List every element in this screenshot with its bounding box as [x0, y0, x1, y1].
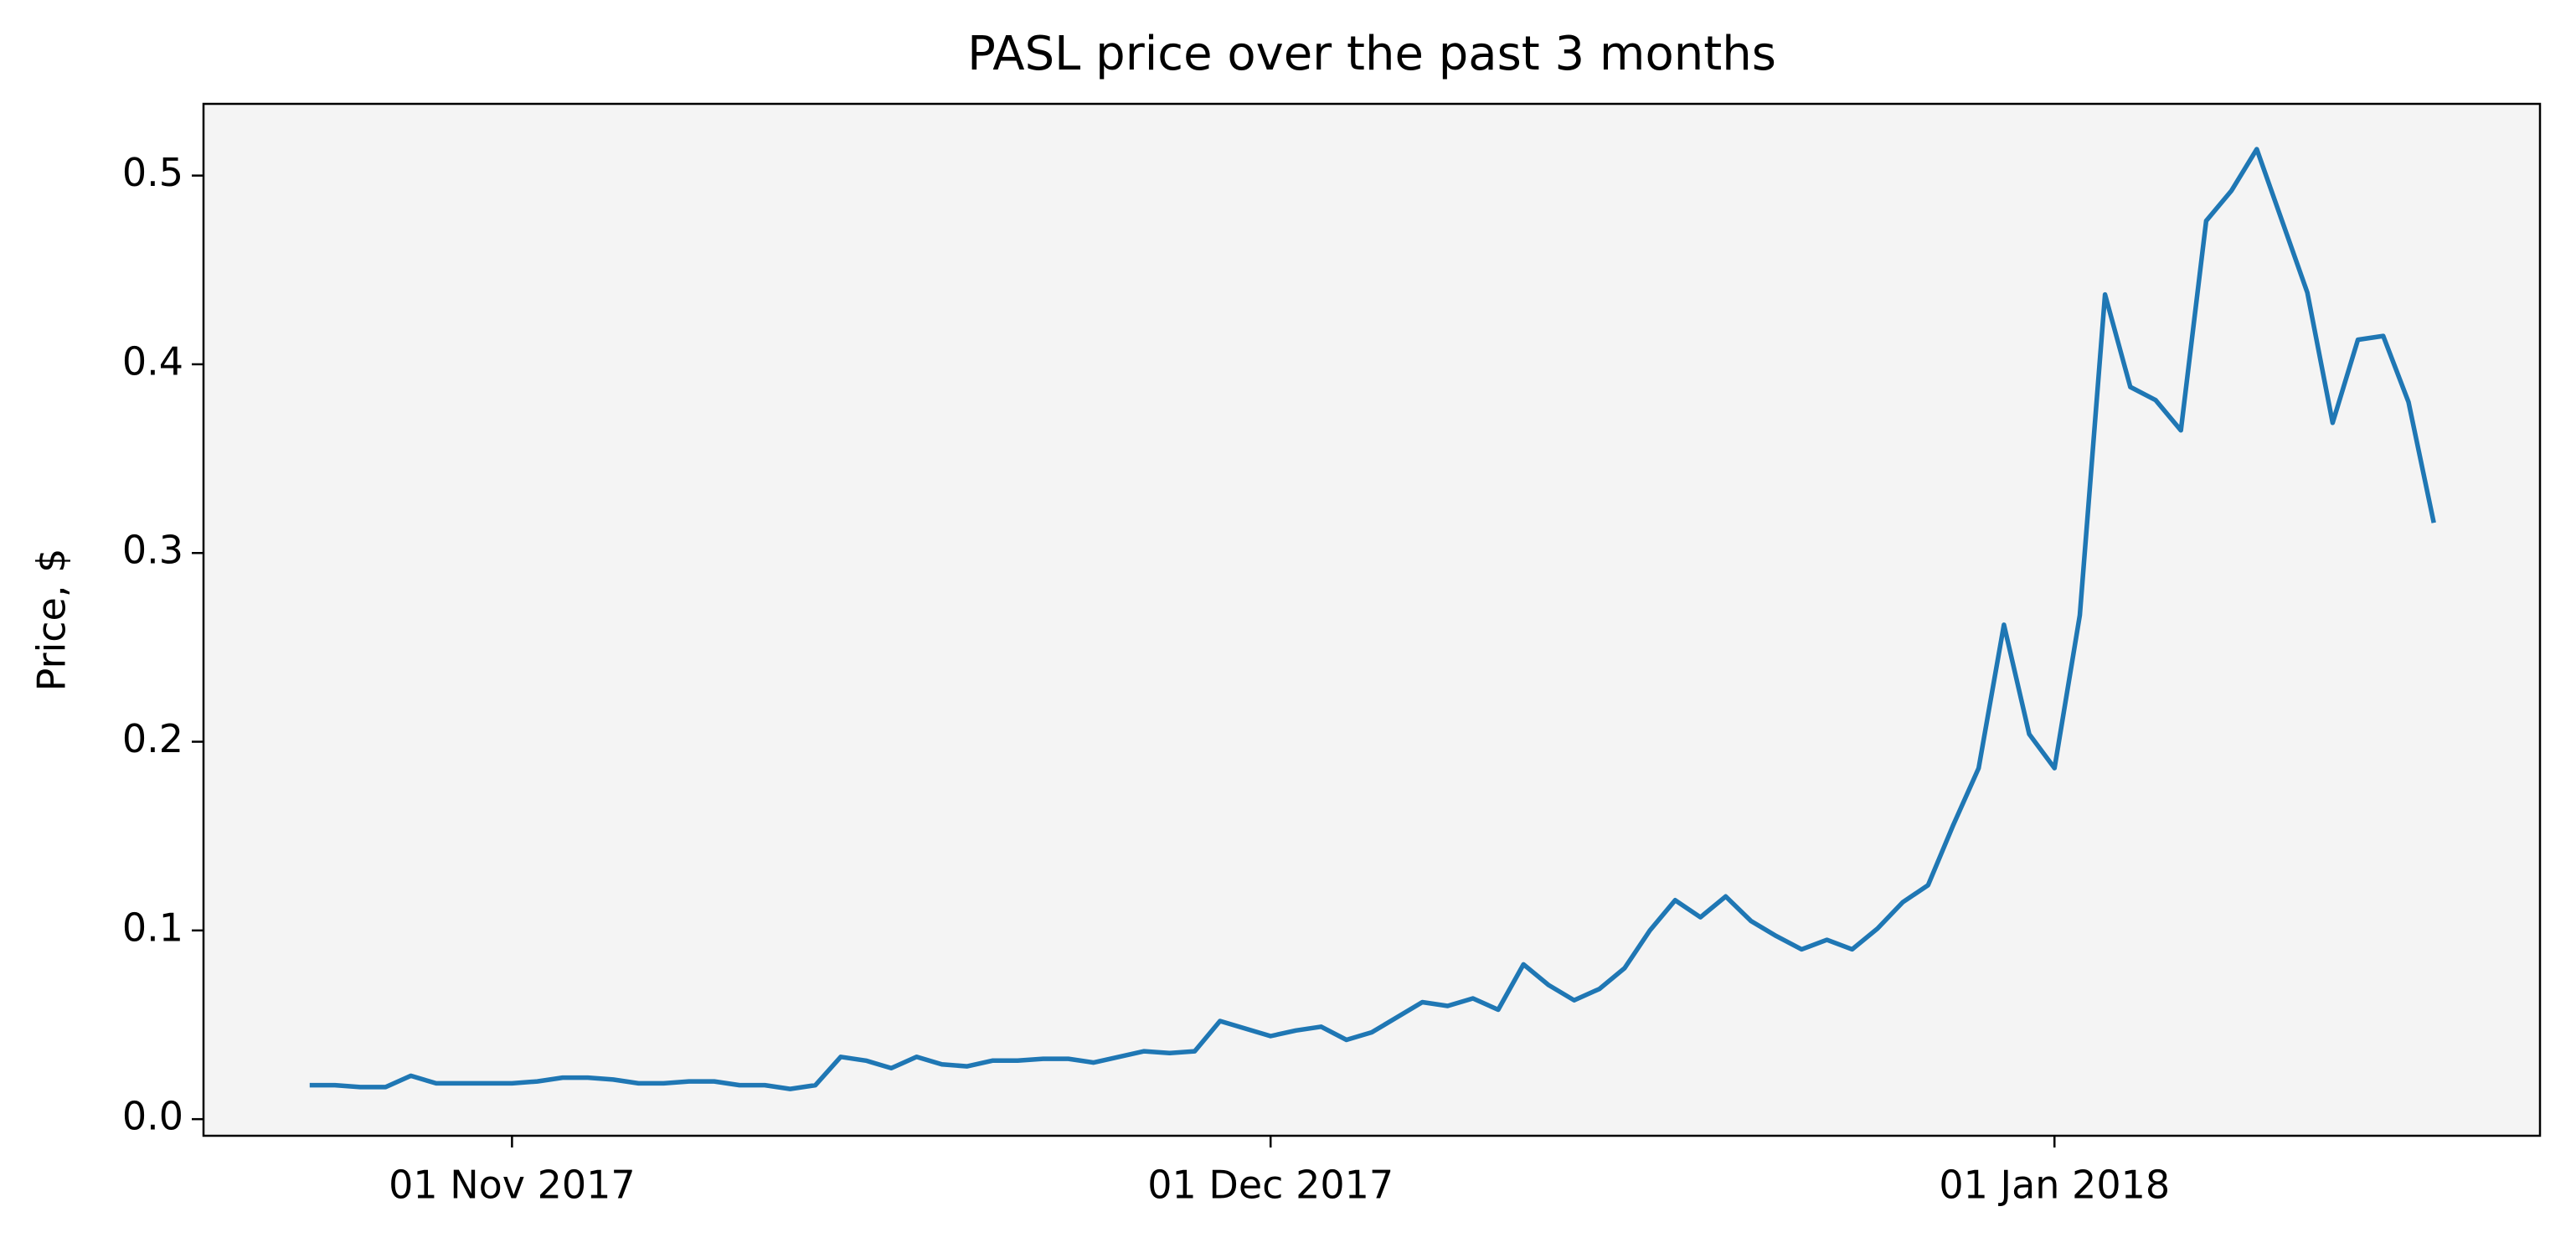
plot-background — [204, 104, 2540, 1136]
chart-title: PASL price over the past 3 months — [967, 27, 1776, 81]
y-tick-label: 0.5 — [122, 150, 183, 195]
y-tick-label: 0.4 — [122, 338, 183, 384]
x-tick-label: 01 Jan 2018 — [1939, 1163, 2170, 1208]
y-tick-label: 0.3 — [122, 528, 183, 573]
x-tick-label: 01 Nov 2017 — [389, 1163, 636, 1208]
x-tick-label: 01 Dec 2017 — [1147, 1163, 1394, 1208]
plot-frame — [202, 102, 2542, 1137]
price-line — [309, 147, 2436, 1091]
y-axis-label: Price, $ — [29, 549, 75, 692]
y-tick-label: 0.2 — [122, 716, 183, 761]
y-tick-label: 0.0 — [122, 1094, 183, 1139]
y-tick-label: 0.1 — [122, 905, 183, 950]
